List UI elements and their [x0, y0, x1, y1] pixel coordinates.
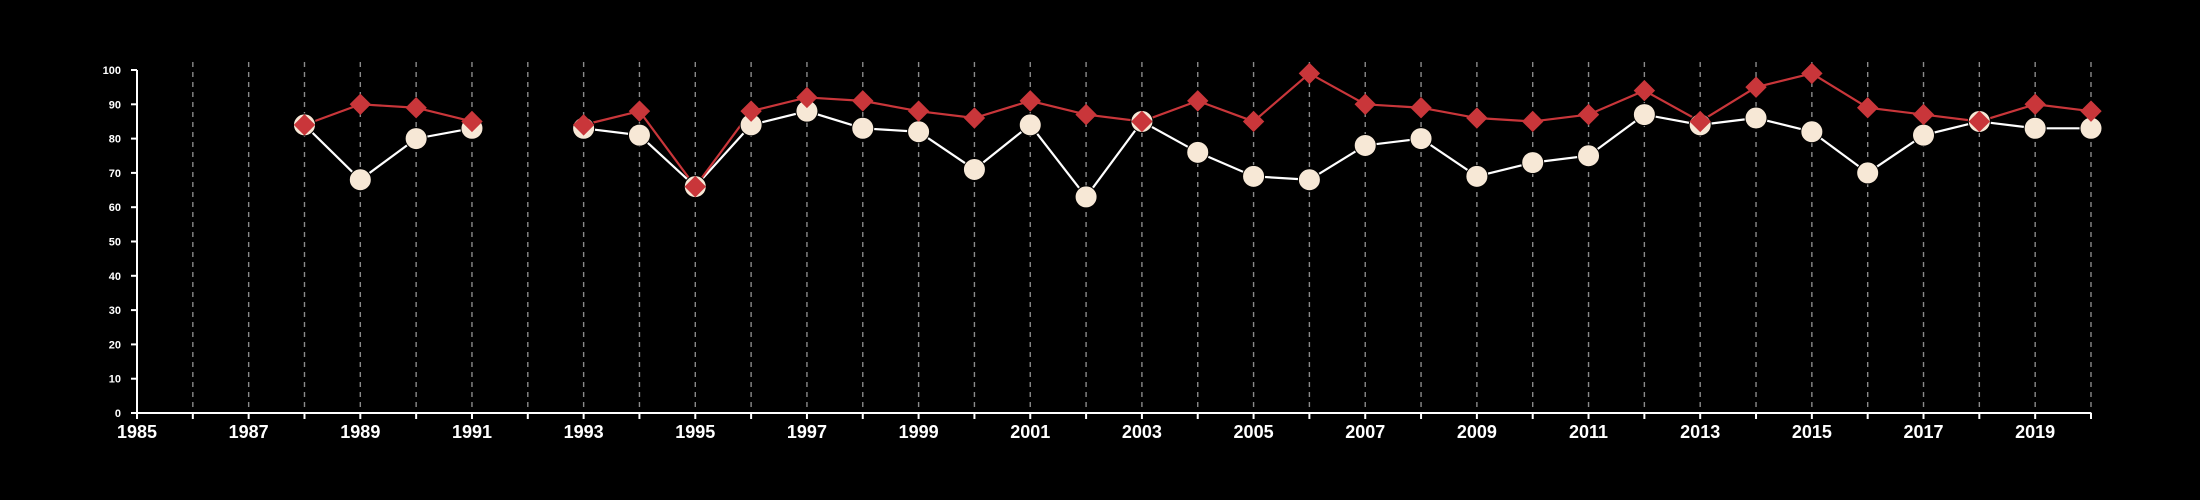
- series-2-point: [963, 107, 986, 129]
- series-2-point: [1466, 107, 1488, 129]
- series-1-point: [1242, 164, 1266, 188]
- series-2-point: [1522, 110, 1544, 133]
- series-1-point: [627, 123, 651, 147]
- series-1-point: [1856, 161, 1880, 185]
- x-tick-label: 2007: [1345, 422, 1385, 442]
- series-2-point: [1633, 79, 1656, 102]
- series-2-point: [1019, 90, 1041, 112]
- series-2-point: [2080, 100, 2102, 122]
- x-tick-label: 2009: [1457, 422, 1497, 442]
- series-2-point: [1856, 97, 1879, 119]
- y-tick-label: 30: [109, 305, 121, 317]
- series-1-point: [1297, 168, 1321, 192]
- y-tick-label: 60: [109, 202, 121, 214]
- y-tick-label: 100: [103, 65, 121, 77]
- series-2-point: [1298, 62, 1321, 85]
- series-1-point: [1409, 127, 1433, 151]
- series-2-point: [1131, 110, 1153, 133]
- series-2-point: [1075, 103, 1097, 126]
- series-2-point: [1801, 62, 1823, 85]
- y-tick-label: 10: [109, 374, 121, 386]
- series-2-point: [405, 97, 427, 119]
- series-1-point: [1912, 123, 1936, 147]
- y-tick-label: 90: [109, 99, 121, 111]
- series-1-point: [1353, 133, 1377, 157]
- series-1-point: [1018, 113, 1042, 137]
- x-tick-label: 1985: [117, 422, 157, 442]
- series-2-point: [907, 100, 930, 122]
- x-tick-label: 1997: [787, 422, 827, 442]
- series-1-point: [1521, 151, 1545, 175]
- series-2-point: [1577, 103, 1600, 126]
- series-2-point: [349, 93, 372, 116]
- series-1-point: [1744, 106, 1768, 130]
- y-tick-label: 40: [109, 271, 121, 283]
- x-tick-label: 2013: [1680, 422, 1720, 442]
- series-2-point: [1745, 76, 1767, 98]
- series-2-point: [1410, 97, 1432, 119]
- series-1-point: [851, 116, 875, 140]
- x-tick-label: 1993: [564, 422, 604, 442]
- series-1-point: [404, 127, 428, 151]
- series-2-point: [1242, 110, 1265, 133]
- series-1-point: [1465, 164, 1489, 188]
- series-1-point: [348, 168, 372, 192]
- x-tick-label: 2017: [1903, 422, 1943, 442]
- series-1-point: [1632, 103, 1656, 127]
- grid-lines: [192, 62, 2092, 413]
- y-tick-label: 0: [115, 408, 121, 420]
- series-2-point: [684, 175, 706, 198]
- series-2-point: [572, 114, 595, 136]
- series-2-point: [2024, 93, 2046, 116]
- x-tick-label: 1999: [899, 422, 939, 442]
- series-2-point: [1968, 110, 1991, 133]
- x-tick-label: 1995: [675, 422, 715, 442]
- series-2-point: [1354, 93, 1376, 116]
- y-tick-label: 70: [109, 168, 121, 180]
- series-2-line-segment: [583, 72, 2092, 189]
- series-1-point: [2023, 116, 2047, 140]
- series-2-point: [293, 114, 316, 136]
- x-tick-label: 2015: [1792, 422, 1832, 442]
- series-1-point: [1186, 140, 1210, 164]
- x-tick-label: 2001: [1010, 422, 1050, 442]
- x-tick-label: 2003: [1122, 422, 1162, 442]
- series-2-point: [796, 86, 818, 109]
- series-1-point: [962, 157, 986, 181]
- axes: 1985 1987 1989 1991 1993 1995 1997 1999 2001 2003…: [103, 65, 2092, 442]
- series-1-line-segment: [583, 110, 2091, 199]
- x-tick-label: 2011: [1569, 422, 1608, 442]
- x-tick-label: 2005: [1234, 422, 1274, 442]
- series-2-point: [852, 90, 874, 112]
- series-2-point: [628, 100, 651, 122]
- y-tick-label: 50: [109, 237, 121, 249]
- series-1-line-segment: [303, 124, 473, 182]
- x-tick-label: 1987: [229, 422, 269, 442]
- series-group: [292, 62, 2103, 209]
- series-2-point: [1912, 103, 1935, 126]
- x-tick-label: 2019: [2015, 422, 2055, 442]
- series-2-line-segment: [304, 103, 473, 126]
- series-1-point: [907, 120, 931, 144]
- x-tick-label: 1991: [452, 422, 492, 442]
- y-tick-label: 20: [109, 339, 121, 351]
- series-1-point: [1800, 120, 1824, 144]
- series-1-point: [1074, 185, 1098, 209]
- x-tick-label: 1989: [340, 422, 380, 442]
- y-tick-label: 80: [109, 134, 121, 146]
- series-1-point: [1577, 144, 1601, 168]
- series-2-point: [1689, 110, 1711, 133]
- series-2-point: [1187, 90, 1209, 112]
- series-2-point: [740, 100, 762, 122]
- series-2-point: [461, 110, 483, 133]
